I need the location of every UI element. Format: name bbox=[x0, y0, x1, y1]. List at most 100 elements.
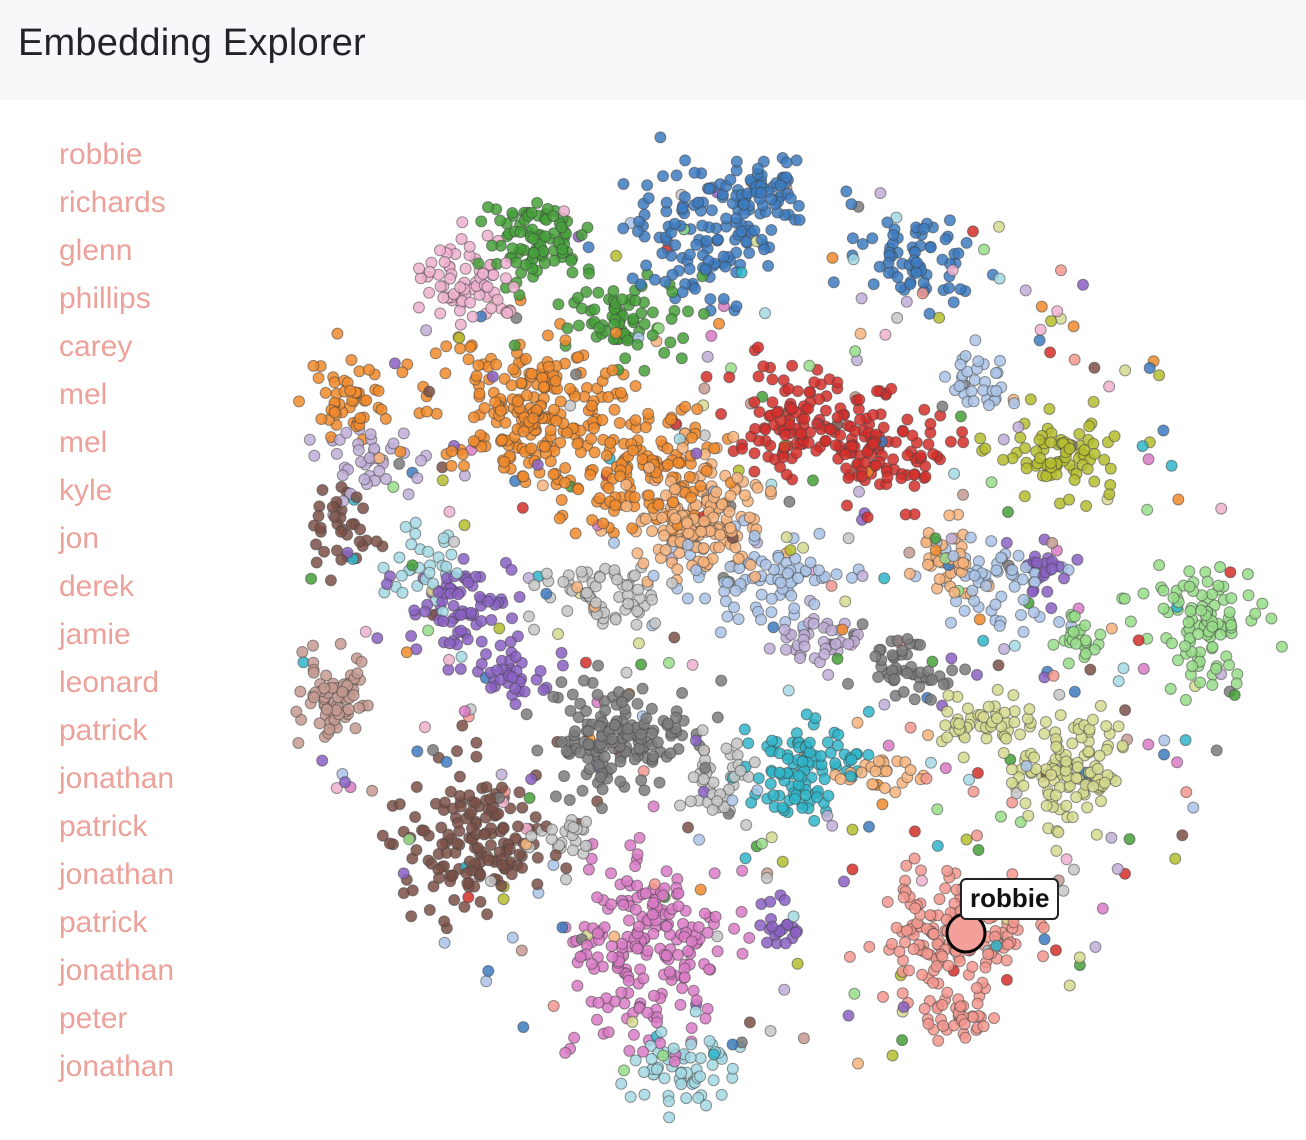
embedding-point[interactable] bbox=[827, 276, 840, 289]
embedding-point[interactable] bbox=[305, 572, 318, 585]
embedding-point[interactable] bbox=[795, 427, 808, 440]
embedding-point[interactable] bbox=[629, 1054, 642, 1067]
embedding-point[interactable] bbox=[693, 833, 706, 846]
embedding-point[interactable] bbox=[997, 747, 1010, 759]
embedding-point[interactable] bbox=[549, 790, 562, 803]
embedding-point[interactable] bbox=[803, 736, 816, 749]
embedding-point[interactable] bbox=[967, 225, 979, 238]
embedding-point[interactable] bbox=[1028, 576, 1041, 589]
embedding-point[interactable] bbox=[645, 702, 658, 715]
embedding-point[interactable] bbox=[1108, 430, 1121, 443]
embedding-point[interactable] bbox=[732, 552, 745, 565]
embedding-point[interactable] bbox=[855, 766, 868, 779]
embedding-point[interactable] bbox=[699, 263, 712, 276]
embedding-point[interactable] bbox=[527, 247, 540, 259]
embedding-point[interactable] bbox=[778, 623, 791, 636]
embedding-point[interactable] bbox=[547, 210, 560, 223]
embedding-point[interactable] bbox=[1104, 462, 1117, 475]
embedding-point[interactable] bbox=[1020, 462, 1033, 475]
embedding-point[interactable] bbox=[1047, 638, 1060, 651]
embedding-point[interactable] bbox=[699, 592, 712, 605]
embedding-point[interactable] bbox=[290, 705, 303, 718]
embedding-point[interactable] bbox=[462, 576, 475, 589]
embedding-point[interactable] bbox=[1111, 863, 1124, 875]
embedding-point[interactable] bbox=[591, 891, 604, 904]
embedding-point[interactable] bbox=[445, 548, 458, 561]
embedding-point[interactable] bbox=[668, 217, 681, 230]
embedding-point[interactable] bbox=[1080, 500, 1093, 512]
embedding-point[interactable] bbox=[531, 878, 544, 891]
embedding-point[interactable] bbox=[977, 634, 990, 647]
embedding-point[interactable] bbox=[1038, 727, 1051, 740]
sidebar-word-link[interactable]: robbie bbox=[59, 138, 143, 171]
embedding-point[interactable] bbox=[1012, 549, 1025, 562]
embedding-point[interactable] bbox=[869, 765, 882, 778]
embedding-point[interactable] bbox=[471, 841, 484, 854]
embedding-point[interactable] bbox=[726, 1038, 739, 1051]
embedding-point[interactable] bbox=[397, 867, 410, 880]
embedding-point[interactable] bbox=[957, 488, 969, 501]
embedding-point[interactable] bbox=[628, 753, 641, 766]
embedding-point[interactable] bbox=[853, 393, 866, 406]
embedding-point[interactable] bbox=[548, 403, 560, 416]
embedding-point[interactable] bbox=[714, 528, 727, 541]
embedding-point[interactable] bbox=[918, 403, 931, 416]
embedding-point[interactable] bbox=[781, 918, 794, 931]
embedding-point[interactable] bbox=[784, 544, 797, 557]
embedding-point[interactable] bbox=[663, 965, 676, 978]
embedding-point[interactable] bbox=[577, 674, 590, 687]
embedding-point[interactable] bbox=[790, 447, 803, 459]
embedding-point[interactable] bbox=[619, 352, 632, 365]
embedding-point[interactable] bbox=[1201, 575, 1214, 588]
embedding-point[interactable] bbox=[580, 586, 593, 599]
embedding-point[interactable] bbox=[764, 777, 777, 790]
embedding-point[interactable] bbox=[336, 469, 349, 482]
embedding-point[interactable] bbox=[308, 691, 320, 704]
embedding-point[interactable] bbox=[789, 926, 802, 939]
embedding-point[interactable] bbox=[717, 293, 730, 305]
embedding-point[interactable] bbox=[908, 693, 921, 706]
embedding-point[interactable] bbox=[555, 646, 568, 659]
embedding-point[interactable] bbox=[1031, 556, 1043, 569]
embedding-point[interactable] bbox=[719, 595, 732, 608]
embedding-point[interactable] bbox=[723, 371, 736, 384]
embedding-point[interactable] bbox=[813, 527, 826, 540]
embedding-point[interactable] bbox=[930, 960, 943, 973]
embedding-point[interactable] bbox=[662, 1095, 675, 1108]
embedding-point[interactable] bbox=[1053, 616, 1066, 628]
embedding-point[interactable] bbox=[504, 635, 517, 648]
embedding-point[interactable] bbox=[1275, 640, 1288, 653]
embedding-point[interactable] bbox=[1083, 420, 1096, 433]
embedding-point[interactable] bbox=[629, 414, 642, 427]
embedding-point[interactable] bbox=[792, 199, 805, 212]
embedding-point[interactable] bbox=[454, 318, 467, 331]
embedding-point[interactable] bbox=[957, 751, 970, 764]
embedding-point[interactable] bbox=[668, 1055, 681, 1068]
embedding-point[interactable] bbox=[683, 248, 696, 261]
embedding-point[interactable] bbox=[921, 947, 934, 960]
embedding-point[interactable] bbox=[1153, 369, 1166, 382]
embedding-point[interactable] bbox=[1153, 559, 1166, 572]
embedding-point[interactable] bbox=[753, 406, 766, 418]
embedding-point[interactable] bbox=[607, 285, 620, 297]
embedding-point[interactable] bbox=[1044, 457, 1057, 469]
embedding-point[interactable] bbox=[608, 719, 621, 731]
embedding-point[interactable] bbox=[602, 482, 615, 495]
embedding-point[interactable] bbox=[840, 185, 853, 198]
embedding-point[interactable] bbox=[869, 459, 882, 472]
embedding-point[interactable] bbox=[933, 893, 946, 906]
embedding-point[interactable] bbox=[766, 734, 778, 747]
embedding-point[interactable] bbox=[901, 413, 914, 426]
embedding-point[interactable] bbox=[455, 624, 467, 637]
embedding-point[interactable] bbox=[598, 750, 611, 763]
embedding-point[interactable] bbox=[456, 448, 469, 461]
embedding-point[interactable] bbox=[692, 1091, 705, 1104]
embedding-point[interactable] bbox=[667, 496, 680, 509]
embedding-point[interactable] bbox=[1224, 566, 1237, 579]
embedding-point[interactable] bbox=[855, 292, 868, 305]
embedding-point[interactable] bbox=[485, 302, 498, 315]
embedding-point[interactable] bbox=[642, 192, 655, 205]
embedding-point[interactable] bbox=[558, 205, 570, 218]
embedding-point[interactable] bbox=[1179, 694, 1192, 706]
embedding-point[interactable] bbox=[1088, 447, 1101, 460]
